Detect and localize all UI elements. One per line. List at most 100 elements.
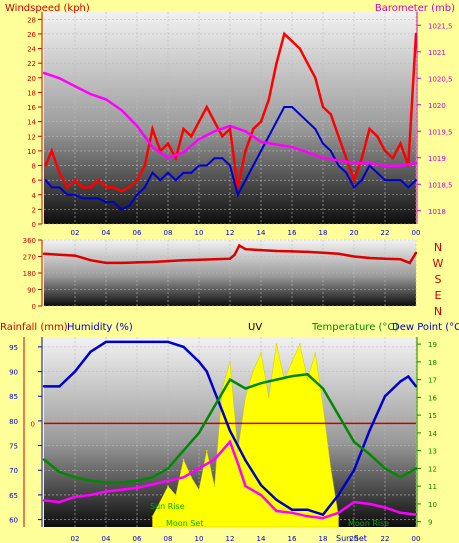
temperature-point <box>213 405 216 408</box>
barometer-point <box>275 143 278 146</box>
compass-label: S <box>435 273 442 286</box>
humidity-point <box>407 375 410 378</box>
dew-point-series-line <box>43 439 417 520</box>
dew-point-point <box>135 486 139 490</box>
humidity-point <box>368 429 371 432</box>
average-wind-point <box>213 157 216 160</box>
direction-point <box>337 252 340 255</box>
gust-point <box>352 178 356 182</box>
average-wind-point <box>136 193 138 196</box>
temperature-point <box>383 467 387 470</box>
barometer-point <box>104 98 108 101</box>
average-wind-point <box>167 171 169 174</box>
humidity-point <box>135 340 139 344</box>
uv-point <box>329 467 332 470</box>
humidity-point <box>221 409 224 413</box>
average-wind-point <box>105 201 107 204</box>
direction-point <box>368 256 371 260</box>
average-wind-point <box>50 186 53 189</box>
gust-point <box>368 127 371 131</box>
humidity-tick-label: 75 <box>9 443 18 451</box>
time-tick-label: 04 <box>102 535 111 543</box>
barometer-point <box>244 130 247 133</box>
dew-point-point <box>73 495 77 499</box>
temperature-point <box>321 387 325 390</box>
time-tick-label: 16 <box>288 535 297 543</box>
average-wind-point <box>345 171 348 174</box>
dew-point-point <box>166 479 170 483</box>
windspeed-tick-label: 18 <box>27 89 36 97</box>
temperature-point <box>228 378 232 381</box>
time-tick-label: 10 <box>195 535 204 543</box>
average-wind-point <box>128 204 131 207</box>
windspeed-tick-label: 14 <box>27 119 36 127</box>
time-tick-label: 22 <box>381 229 390 237</box>
dew-point-point <box>236 461 239 465</box>
moonset-annotation: Moon Set <box>166 519 203 528</box>
time-tick-label: 22 <box>381 535 390 543</box>
rainfall-tick-label: 0 <box>31 420 35 428</box>
windspeed-tick-label: 8 <box>32 163 36 171</box>
average-wind-point <box>190 171 193 174</box>
direction-point <box>414 251 418 255</box>
gust-point <box>151 127 154 131</box>
average-wind-point <box>298 113 301 116</box>
humidity-point <box>290 508 294 511</box>
direction-point <box>399 258 402 261</box>
barometer-point <box>306 151 309 154</box>
direction-point <box>352 255 356 258</box>
windspeed-tick-label: 22 <box>27 60 36 68</box>
humidity-point <box>89 350 92 354</box>
average-wind-point <box>275 120 278 123</box>
average-wind-point <box>368 164 371 167</box>
uv-point <box>252 369 255 372</box>
temperature-point <box>73 476 77 479</box>
temperature-point <box>166 467 170 470</box>
direction-point <box>408 261 411 265</box>
barometer-point <box>89 92 92 96</box>
dew-point-point <box>383 506 387 509</box>
humidity-point <box>151 340 154 344</box>
time-tick-label: 04 <box>102 229 111 237</box>
barometer-tick-label: 1018,5 <box>428 181 453 189</box>
gust-point <box>128 186 131 189</box>
gust-point <box>58 171 61 175</box>
windspeed-tick-label: 26 <box>27 31 36 39</box>
dew-point-point <box>399 511 402 514</box>
dew-point-point <box>182 476 185 479</box>
barometer-point <box>58 77 61 80</box>
gust-point <box>213 120 216 123</box>
direction-point <box>89 258 92 262</box>
dew-point-point <box>244 484 247 488</box>
uv-point <box>198 488 200 491</box>
gust-point <box>44 164 47 167</box>
humidity-point <box>166 340 170 344</box>
dew-point-point <box>290 511 294 514</box>
compass-label: E <box>435 289 442 302</box>
humidity-point <box>383 395 387 398</box>
gust-point <box>244 149 247 153</box>
direction-point <box>120 261 123 265</box>
gust-point <box>298 47 301 50</box>
time-tick-label: 14 <box>257 535 266 543</box>
gust-point <box>275 61 278 65</box>
temperature-point <box>399 476 402 479</box>
humidity-point <box>306 508 309 511</box>
temperature-tick-label: 18 <box>428 359 437 367</box>
time-tick-label: 16 <box>288 229 297 237</box>
compass-label: W <box>433 257 444 270</box>
gust-point <box>329 113 332 116</box>
average-wind-point <box>353 186 355 189</box>
dew-point-point <box>58 500 61 504</box>
humidity-tick-label: 85 <box>9 393 18 401</box>
dew-point-point <box>42 499 46 502</box>
windspeed-tick-label: 16 <box>27 104 36 112</box>
temperature-axis-label: Temperature (°C) <box>311 322 398 333</box>
gust-point <box>197 120 201 123</box>
direction-point <box>244 247 247 251</box>
uv-point <box>306 378 309 381</box>
windspeed-tick-label: 20 <box>27 75 36 83</box>
gust-point <box>391 157 394 160</box>
temperature-point <box>89 479 92 483</box>
